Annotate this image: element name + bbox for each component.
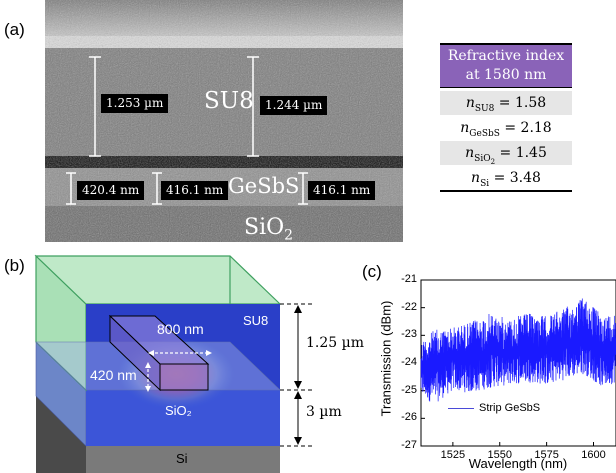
gesbs-thickness-left: 420.4 nm	[77, 181, 145, 200]
transmission-chart	[420, 279, 616, 447]
y-tick-label: -23	[401, 328, 417, 341]
chart-xlabel: Wavelength (nm)	[468, 456, 568, 471]
table-row-su8: nSU8 = 1.58	[440, 91, 572, 115]
table-header: Refractive index at 1580 nm	[440, 43, 572, 88]
sem-image	[45, 0, 403, 242]
legend-line-swatch	[448, 407, 474, 409]
chart-legend: Strip GeSbS	[448, 402, 540, 414]
gesbs-thickness-mid: 416.1 nm	[161, 181, 229, 200]
si-label: Si	[176, 451, 188, 466]
x-tick-label: 1525	[440, 449, 466, 461]
dim-bottom-label: 3 µm	[306, 404, 342, 420]
waveguide-front	[159, 363, 209, 391]
y-tick-label: -26	[401, 411, 417, 424]
gesbs-layer-label: GeSbS	[228, 174, 300, 198]
y-tick-label: -27	[401, 439, 417, 451]
sem-image-texture	[45, 0, 403, 242]
legend-label: Strip GeSbS	[479, 402, 541, 414]
table-header-line1: Refractive index	[447, 48, 565, 64]
su8-label: SU8	[243, 313, 269, 328]
x-tick-label: 1600	[581, 449, 606, 461]
y-tick-label: -22	[401, 300, 417, 313]
sio2-label: SiO₂	[165, 403, 192, 418]
y-tick-label: -21	[401, 273, 417, 285]
y-tick-label: -25	[401, 383, 417, 396]
si-side-face	[36, 396, 86, 473]
table-header-line2: at 1580 nm	[465, 67, 547, 83]
sio2-layer-label: SiO2	[244, 215, 294, 244]
panel-a-label: (a)	[4, 20, 25, 39]
panel-b-label: (b)	[4, 256, 25, 275]
dim-top-label: 1.25 µm	[306, 335, 364, 351]
gesbs-thickness-right: 416.1 nm	[308, 181, 376, 200]
waveguide-width-label: 800 nm	[157, 321, 204, 337]
y-tick-label: -24	[401, 356, 417, 368]
series-line-strip-gesbs	[420, 298, 616, 402]
table-row-si: nSi = 3.48	[440, 166, 572, 192]
waveguide-height-label: 420 nm	[90, 367, 137, 383]
table-row-sio2: nSiO2 = 1.45	[440, 141, 572, 166]
si-front-face	[86, 446, 280, 473]
su8-thickness-right: 1.244 µm	[260, 96, 328, 115]
su8-thickness-left: 1.253 µm	[101, 94, 169, 113]
x-tick-label: 1550	[487, 449, 512, 461]
x-tick-label: 1575	[534, 449, 559, 461]
panel-c-label: (c)	[362, 262, 382, 281]
waveguide-schematic	[34, 254, 312, 473]
su8-layer-label: SU8	[204, 88, 254, 114]
table-row-gesbs: nGeSbS = 2.18	[460, 120, 552, 139]
